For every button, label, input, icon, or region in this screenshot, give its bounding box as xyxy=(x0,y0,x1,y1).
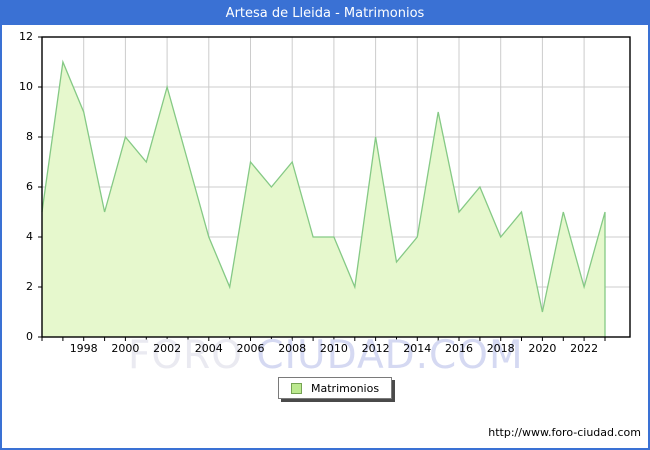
title-bar: Artesa de Lleida - Matrimonios xyxy=(2,2,648,25)
footer-url: http://www.foro-ciudad.com xyxy=(488,426,641,439)
legend-label: Matrimonios xyxy=(311,381,380,395)
page-title: Artesa de Lleida - Matrimonios xyxy=(225,6,425,21)
legend: Matrimonios xyxy=(278,377,393,399)
area-fill xyxy=(42,62,605,337)
area-line xyxy=(41,59,606,337)
legend-swatch-icon xyxy=(291,382,302,394)
